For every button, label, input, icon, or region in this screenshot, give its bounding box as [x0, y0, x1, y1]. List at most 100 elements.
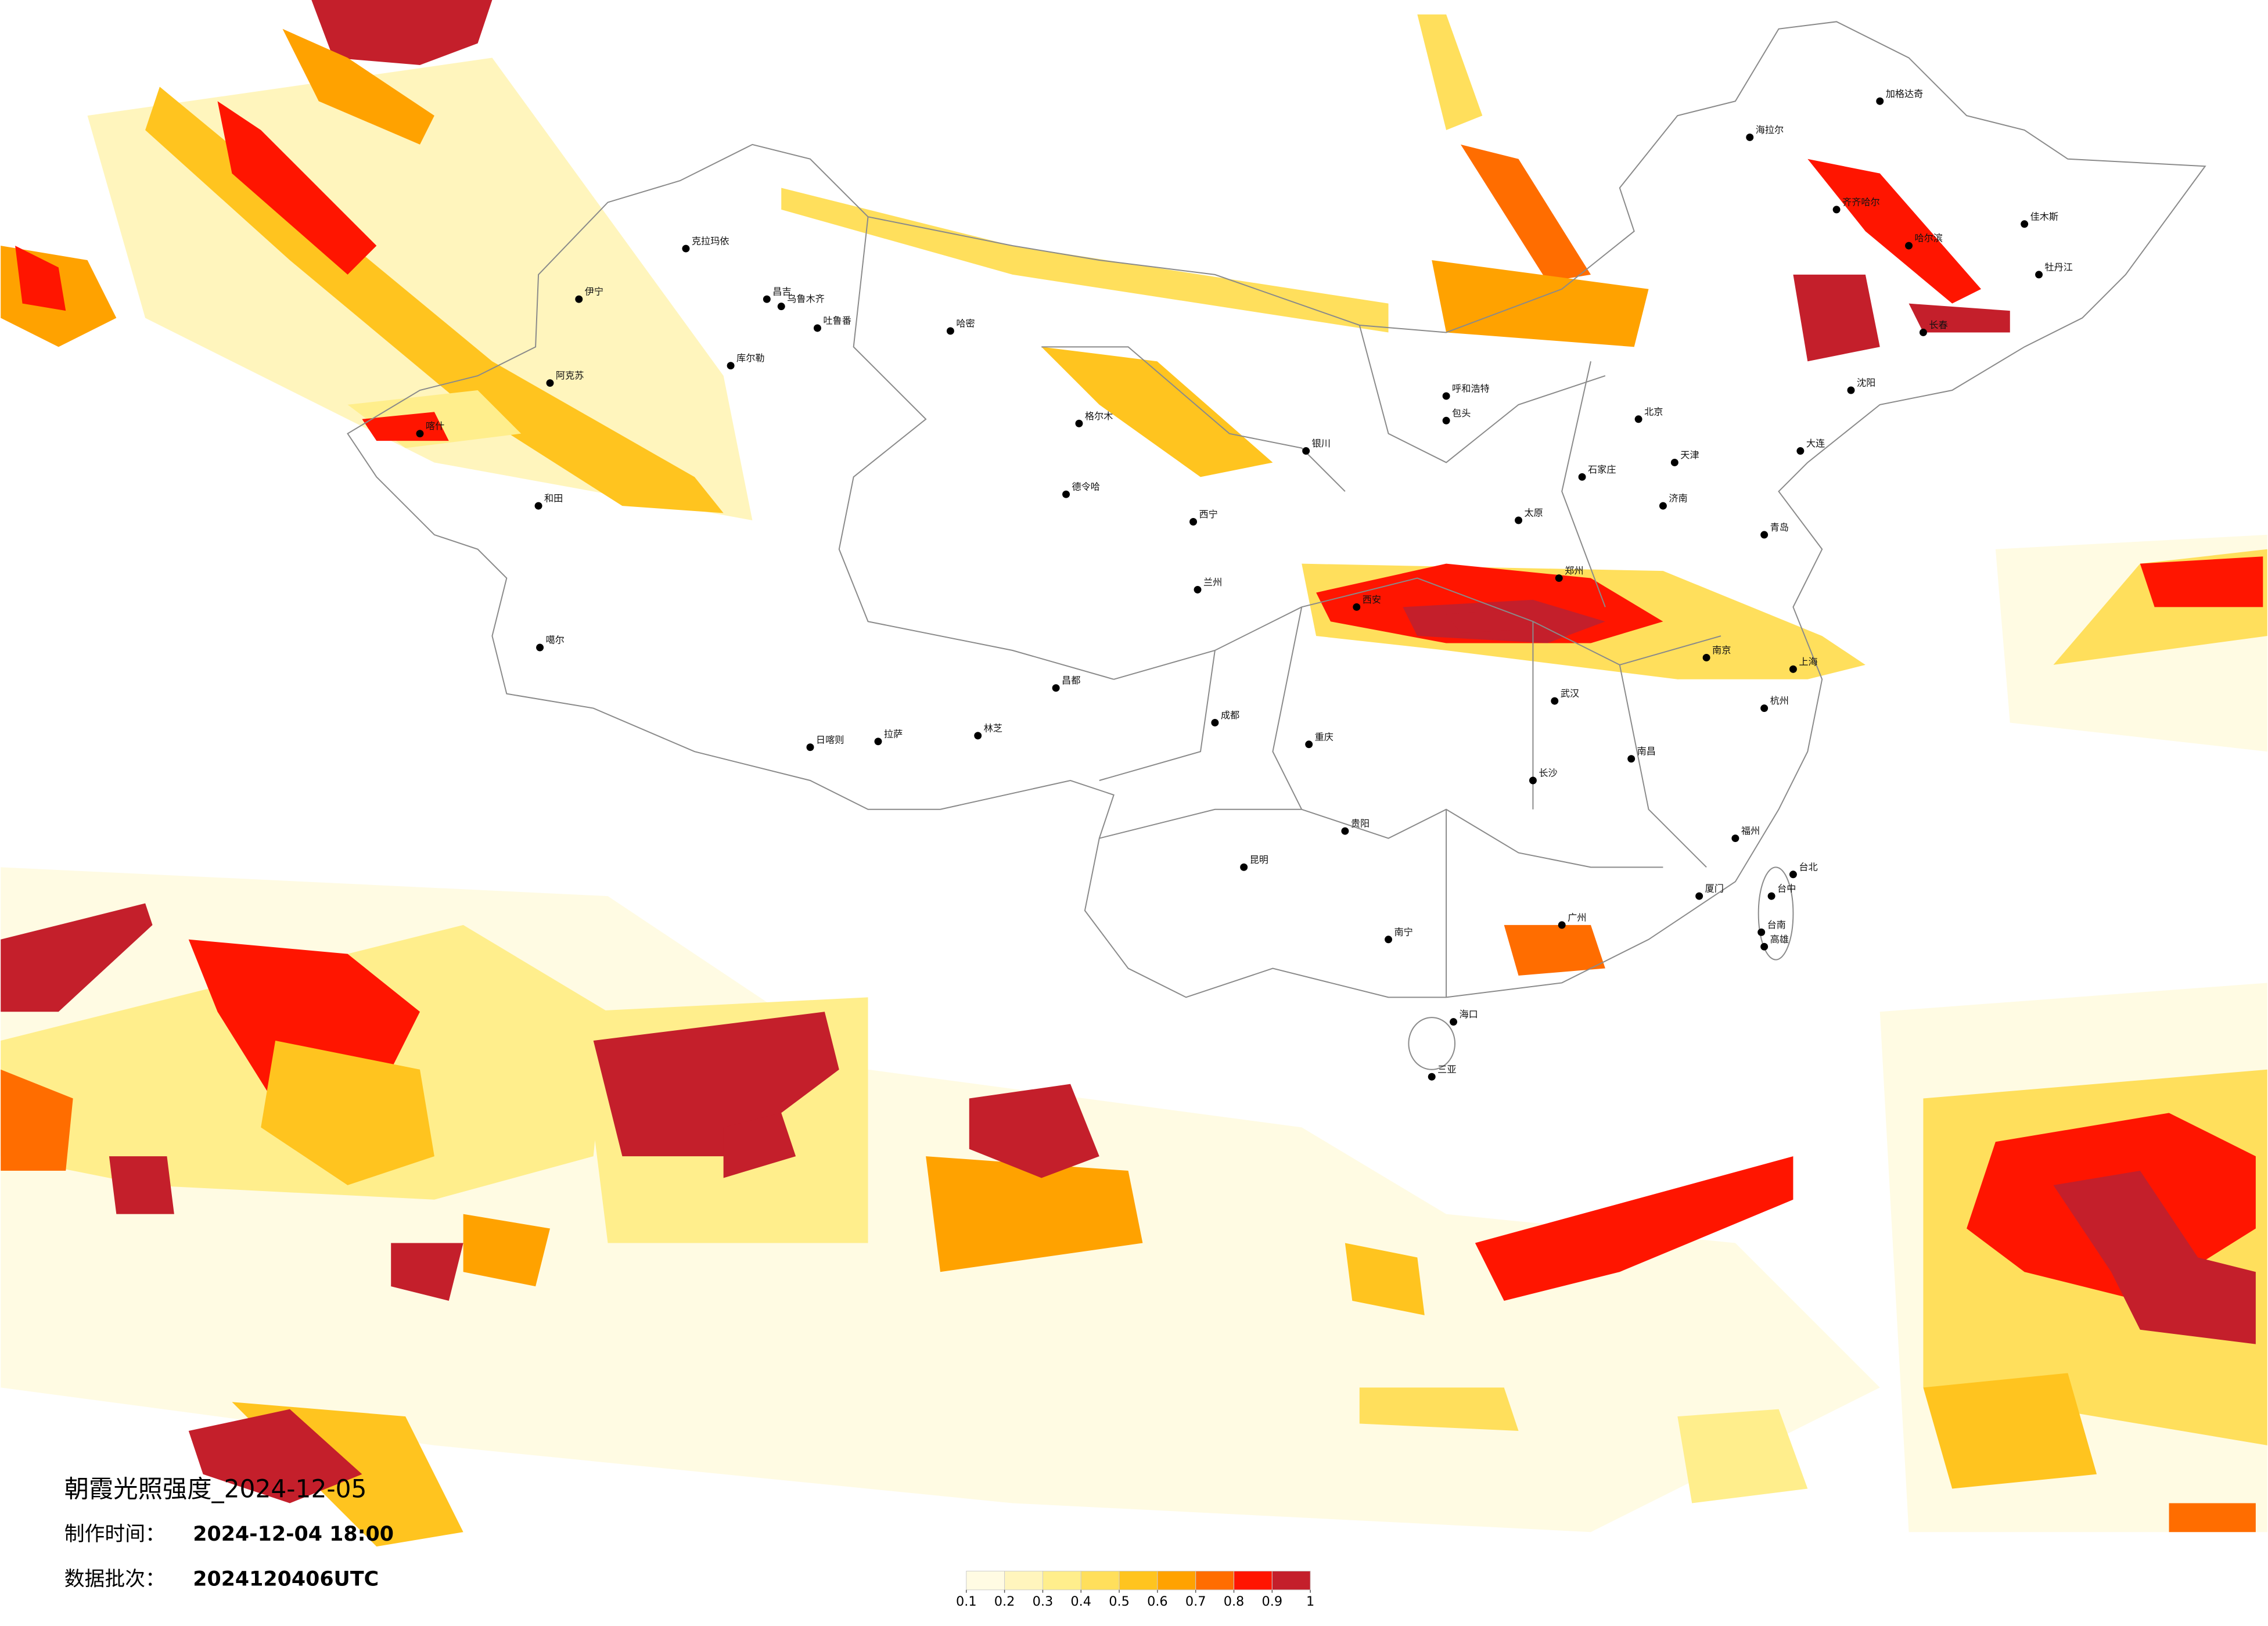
city-dot — [1796, 447, 1805, 455]
city-label: 克拉玛依 — [692, 236, 729, 247]
city-label: 日喀则 — [816, 734, 844, 745]
city-dot — [575, 295, 583, 303]
city-dot — [1194, 585, 1202, 593]
intensity-area — [1460, 144, 1591, 282]
intensity-area — [1417, 14, 1483, 131]
city-label: 三亚 — [1437, 1064, 1456, 1075]
intensity-area — [217, 101, 377, 275]
city-dot — [1670, 458, 1678, 466]
city-dot — [1905, 242, 1913, 250]
city-dot — [1789, 870, 1797, 879]
colorbar-tick-label: 0.3 — [1033, 1594, 1054, 1609]
city-label: 太原 — [1525, 508, 1543, 519]
intensity-area — [1, 903, 153, 1012]
intensity-area — [2169, 1503, 2256, 1533]
colorbar-swatch — [1080, 1570, 1120, 1591]
city-label: 青岛 — [1770, 521, 1789, 533]
intensity-area — [1504, 924, 1605, 976]
city-label: 海拉尔 — [1756, 124, 1784, 135]
city-dot — [1847, 386, 1855, 394]
intensity-area — [781, 188, 1389, 333]
city-dot — [1746, 133, 1754, 141]
colorbar-swatch — [966, 1570, 1005, 1591]
city-label: 喀什 — [426, 420, 444, 431]
city-label: 台南 — [1767, 919, 1786, 930]
city-label: 海口 — [1460, 1009, 1478, 1020]
city-dot — [1341, 827, 1349, 835]
city-label: 格尔木 — [1085, 411, 1113, 422]
city-dot — [1052, 684, 1060, 692]
borders — [347, 21, 2206, 1070]
city-label: 昌都 — [1062, 675, 1080, 686]
city-dot — [1385, 936, 1393, 944]
intensity-area — [1923, 1373, 2097, 1489]
city-dot — [2035, 271, 2043, 279]
city-label: 兰州 — [1203, 577, 1222, 588]
intensity-area — [463, 1214, 550, 1287]
city-dot — [1702, 653, 1710, 661]
city-label: 杭州 — [1770, 695, 1789, 706]
city-dot — [1450, 1018, 1458, 1026]
city-label: 长沙 — [1539, 768, 1557, 779]
city-label: 昆明 — [1250, 854, 1268, 865]
intensity-area — [109, 1156, 174, 1214]
city-dot — [1789, 665, 1797, 673]
intensity-area — [1359, 1387, 1519, 1431]
city-label: 德令哈 — [1072, 481, 1099, 492]
city-dot — [1695, 892, 1703, 900]
province-border — [838, 217, 1721, 998]
colorbar-tick-label: 0.7 — [1185, 1594, 1206, 1609]
colorbar-swatch — [1157, 1570, 1196, 1591]
city-dot — [1353, 603, 1361, 611]
city-dot — [416, 430, 424, 438]
colorbar-swatch — [1234, 1570, 1273, 1591]
city-label: 台北 — [1799, 861, 1817, 872]
batch-label: 数据批次： — [64, 1567, 166, 1591]
city-label: 郑州 — [1565, 565, 1583, 576]
city-dot — [1919, 328, 1927, 336]
city-dot — [1062, 490, 1070, 498]
intensity-area — [593, 1012, 839, 1157]
city-label: 和田 — [544, 493, 563, 504]
city-dot — [534, 502, 542, 510]
intensity-area — [282, 28, 434, 145]
city-label: 齐齐哈尔 — [1842, 196, 1880, 207]
city-label: 呼和浩特 — [1452, 383, 1490, 394]
city-label: 西宁 — [1199, 509, 1218, 520]
city-label: 台中 — [1777, 883, 1796, 894]
colorbar-tick-label: 0.9 — [1262, 1594, 1283, 1609]
city-label: 长春 — [1929, 319, 1947, 330]
city-label: 乌鲁木齐 — [787, 293, 825, 304]
intensity-area — [145, 87, 724, 513]
intensity-area — [1345, 1243, 1425, 1315]
colorbar-tick-label: 0.4 — [1070, 1594, 1091, 1609]
city-dot — [1305, 740, 1313, 749]
intensity-area — [1807, 159, 1981, 304]
city-dot — [1442, 416, 1450, 425]
city-dot — [1240, 863, 1248, 871]
city-label: 拉萨 — [884, 728, 903, 739]
colorbar-tick-label: 1 — [1306, 1594, 1314, 1609]
made-time: 2024-12-04 18:00 — [193, 1523, 394, 1546]
colorbar-swatch — [1004, 1570, 1043, 1591]
city-dot — [1760, 531, 1769, 539]
city-label: 大连 — [1806, 438, 1825, 449]
intensity-layer — [1, 0, 2267, 1547]
colorbar: 0.1 0.2 0.3 0.4 0.5 0.6 0.7 0.8 0.9 1 — [956, 1570, 1314, 1609]
city-label: 库尔勒 — [736, 352, 764, 364]
intensity-area — [15, 246, 66, 311]
intensity-area — [311, 0, 493, 65]
title: 朝霞光照强度_2024-12-05 — [64, 1474, 367, 1503]
city-dot — [1627, 755, 1636, 763]
city-label: 佳木斯 — [2030, 211, 2058, 222]
colorbar-tick-label: 0.8 — [1224, 1594, 1245, 1609]
intensity-area — [1663, 636, 1866, 679]
city-label: 哈密 — [956, 318, 975, 329]
city-dot — [1302, 447, 1310, 455]
city-dot — [2021, 220, 2029, 228]
city-label: 南宁 — [1394, 926, 1413, 937]
city-label: 噶尔 — [546, 635, 565, 646]
intensity-area — [1793, 274, 1880, 362]
city-dot — [974, 732, 982, 740]
